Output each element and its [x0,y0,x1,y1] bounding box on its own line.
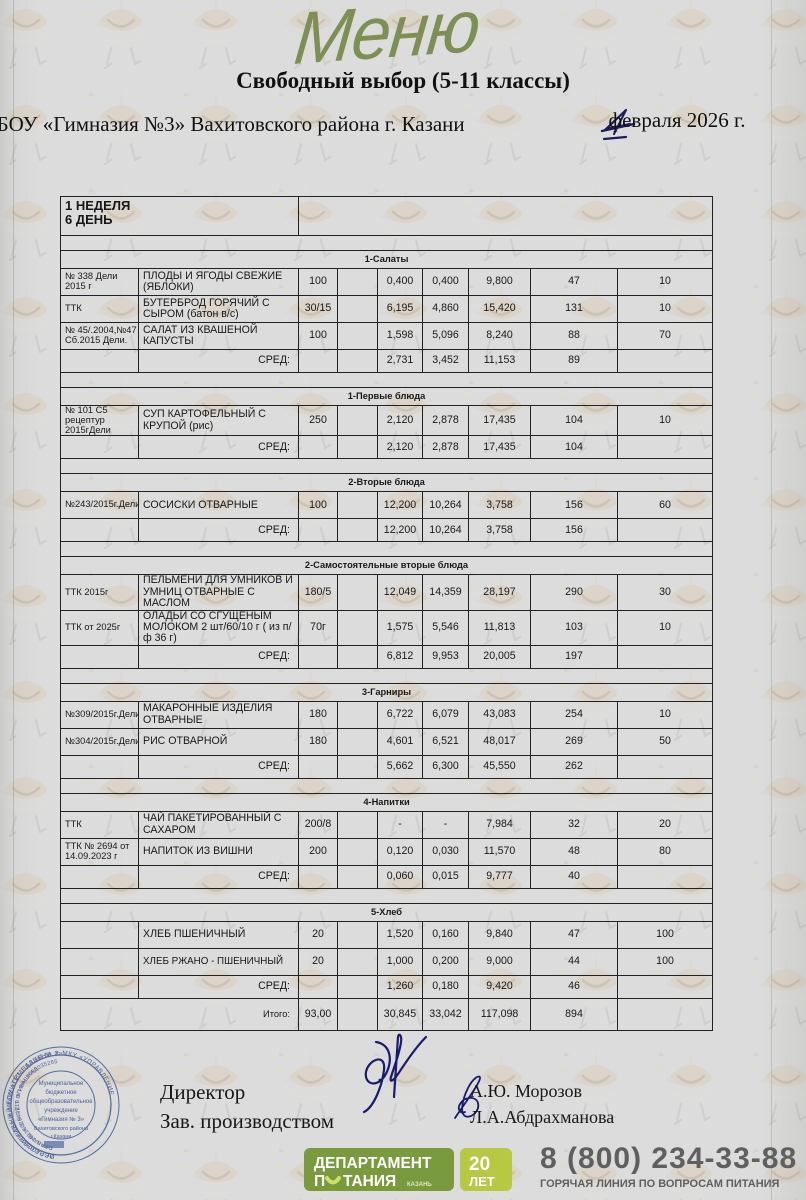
svg-text:бюджетное: бюджетное [45,1090,77,1096]
svg-text:П: П [314,1173,325,1190]
svg-text:г.Казани: г.Казани [51,1134,72,1140]
svg-text:Муниципальное: Муниципальное [39,1081,84,1087]
svg-text:КАЗАНЬ: КАЗАНЬ [407,1182,432,1188]
svg-text:ЛЕТ: ЛЕТ [469,1174,495,1189]
svg-text:20: 20 [469,1154,490,1175]
svg-text:ДЕПАРТАМЕНТ: ДЕПАРТАМЕНТ [314,1155,432,1172]
svg-text:ТАНИЯ: ТАНИЯ [343,1173,396,1190]
svg-text:общеобразовательное: общеобразовательное [29,1099,93,1105]
svg-text:учреждение: учреждение [44,1108,78,1114]
svg-text:«Гимназия № 3»: «Гимназия № 3» [38,1116,85,1123]
svg-text:Вахитовского района: Вахитовского района [34,1125,89,1132]
